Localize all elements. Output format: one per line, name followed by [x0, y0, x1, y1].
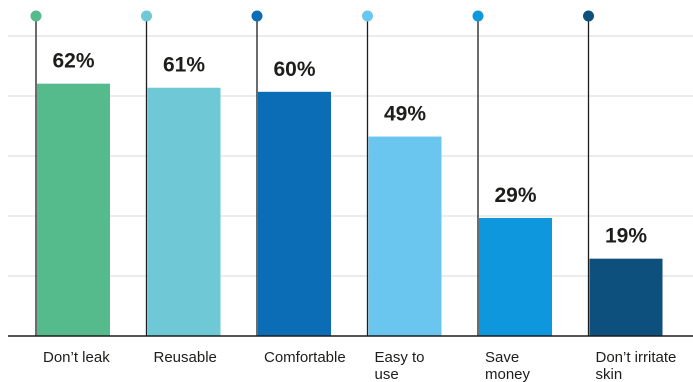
- bar-group: 62% Don’t leak: [30, 10, 110, 366]
- bar: [368, 136, 442, 336]
- value-label: 62%: [52, 50, 94, 73]
- category-label: Easy to: [375, 349, 425, 366]
- value-label: 61%: [163, 54, 205, 77]
- marker-dot: [583, 10, 594, 22]
- bar: [589, 258, 663, 336]
- bar-group: 60% Comfortable: [251, 10, 346, 366]
- marker-dot: [141, 10, 152, 22]
- value-label: 29%: [494, 184, 536, 207]
- category-label: use: [375, 366, 399, 382]
- category-label: Comfortable: [264, 349, 346, 366]
- bar-group: 61% Reusable: [141, 10, 221, 366]
- category-label: Reusable: [154, 349, 217, 366]
- value-label: 49%: [384, 103, 426, 126]
- category-label: Don’t leak: [43, 349, 110, 366]
- bar: [258, 91, 331, 336]
- marker-dot: [30, 10, 42, 22]
- category-label: Save: [485, 349, 519, 366]
- category-label: skin: [596, 366, 623, 382]
- category-label: money: [485, 366, 531, 382]
- marker-dot: [472, 10, 484, 22]
- bar: [147, 87, 221, 336]
- category-label: Don’t irritate: [596, 349, 677, 366]
- marker-dot: [362, 10, 373, 22]
- value-label: 19%: [605, 225, 647, 248]
- bar: [37, 83, 110, 336]
- value-label: 60%: [273, 58, 315, 81]
- bar: [479, 217, 552, 336]
- gridlines: [8, 35, 693, 277]
- marker-dot: [251, 10, 263, 22]
